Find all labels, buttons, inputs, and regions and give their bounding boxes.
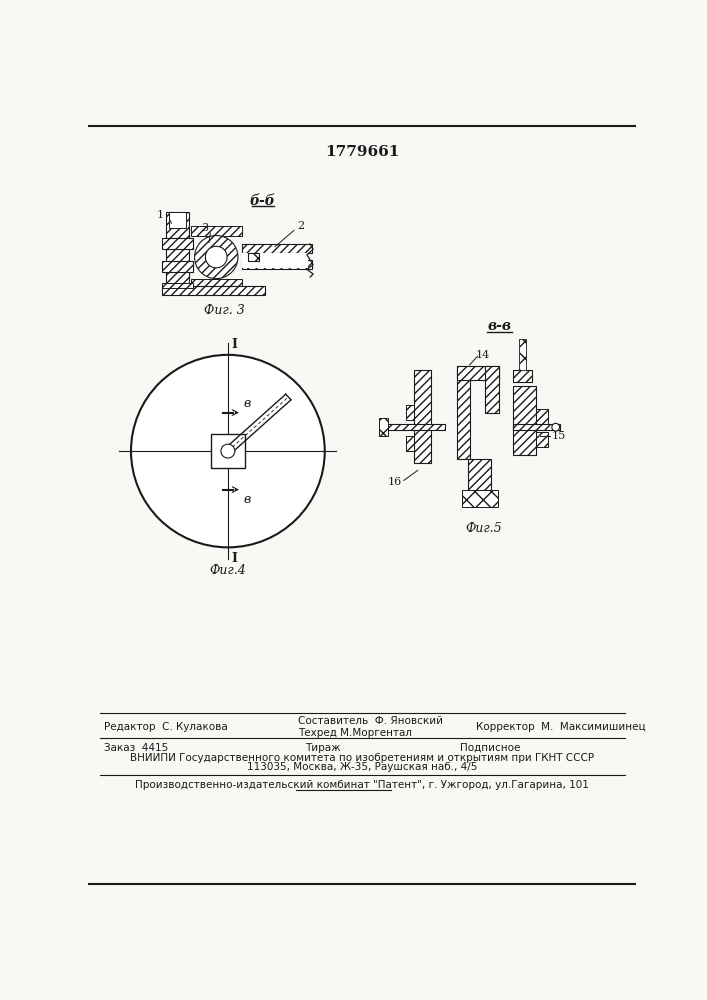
Bar — [462, 490, 498, 507]
Text: 113035, Москва, Ж-35, Раушская наб., 4/5: 113035, Москва, Ж-35, Раушская наб., 4/5 — [247, 762, 477, 772]
Text: I: I — [231, 552, 237, 565]
Text: 16: 16 — [388, 477, 402, 487]
Text: Заказ  4415: Заказ 4415 — [104, 743, 168, 753]
Text: 1: 1 — [156, 210, 163, 220]
Bar — [162, 261, 193, 272]
Bar — [406, 405, 414, 420]
Circle shape — [552, 423, 559, 431]
Bar — [513, 424, 559, 430]
Text: Фиг. 3: Фиг. 3 — [204, 304, 245, 317]
Text: Редактор  С. Кулакова: Редактор С. Кулакова — [104, 722, 228, 732]
Text: 14: 14 — [476, 350, 490, 360]
Circle shape — [131, 355, 325, 547]
Bar — [169, 212, 186, 228]
Text: Подписное: Подписное — [460, 743, 521, 753]
Circle shape — [194, 235, 238, 279]
Text: 2: 2 — [298, 221, 305, 231]
Bar — [406, 436, 414, 451]
Text: Корректор  М.  Максимишинец: Корректор М. Максимишинец — [476, 722, 645, 732]
Bar — [211, 434, 245, 468]
Bar — [457, 366, 499, 380]
Bar — [166, 212, 189, 286]
Bar — [191, 279, 242, 288]
Bar — [387, 424, 445, 430]
Bar — [518, 339, 526, 370]
Text: 3: 3 — [201, 223, 209, 233]
Text: Составитель  Ф. Яновский: Составитель Ф. Яновский — [298, 716, 443, 726]
Circle shape — [206, 246, 227, 268]
Text: в: в — [243, 493, 250, 506]
Circle shape — [221, 444, 235, 458]
Bar — [518, 339, 526, 370]
Text: Производственно-издательский комбинат "Патент", г. Ужгород, ул.Гагарина, 101: Производственно-издательский комбинат "П… — [135, 780, 589, 790]
Text: Тираж: Тираж — [305, 743, 341, 753]
Bar — [379, 418, 388, 436]
Bar — [457, 366, 470, 459]
Bar — [414, 370, 431, 463]
Bar — [537, 432, 548, 447]
Bar — [468, 459, 491, 505]
Bar — [242, 260, 312, 269]
Text: б-б: б-б — [250, 194, 276, 208]
Bar — [537, 409, 548, 424]
Text: Фиг.4: Фиг.4 — [209, 564, 246, 577]
Text: 1779661: 1779661 — [325, 145, 399, 159]
Bar — [242, 244, 312, 253]
Text: Техред М.Моргентал: Техред М.Моргентал — [298, 728, 411, 738]
Text: ВНИИПИ Государственного комитета по изобретениям и открытиям при ГКНТ СССР: ВНИИПИ Государственного комитета по изоб… — [130, 753, 594, 763]
Bar — [162, 283, 193, 288]
Bar — [162, 286, 265, 295]
Bar — [162, 238, 193, 249]
Bar — [242, 253, 308, 268]
Bar — [248, 253, 259, 261]
Bar — [191, 226, 242, 235]
Text: 15: 15 — [552, 431, 566, 441]
Text: I: I — [231, 338, 237, 351]
Bar — [513, 370, 532, 382]
Text: в-в: в-в — [487, 319, 511, 333]
Text: в: в — [243, 397, 250, 410]
Bar — [485, 366, 499, 413]
Bar — [513, 386, 537, 455]
Text: Фиг.5: Фиг.5 — [465, 522, 502, 535]
